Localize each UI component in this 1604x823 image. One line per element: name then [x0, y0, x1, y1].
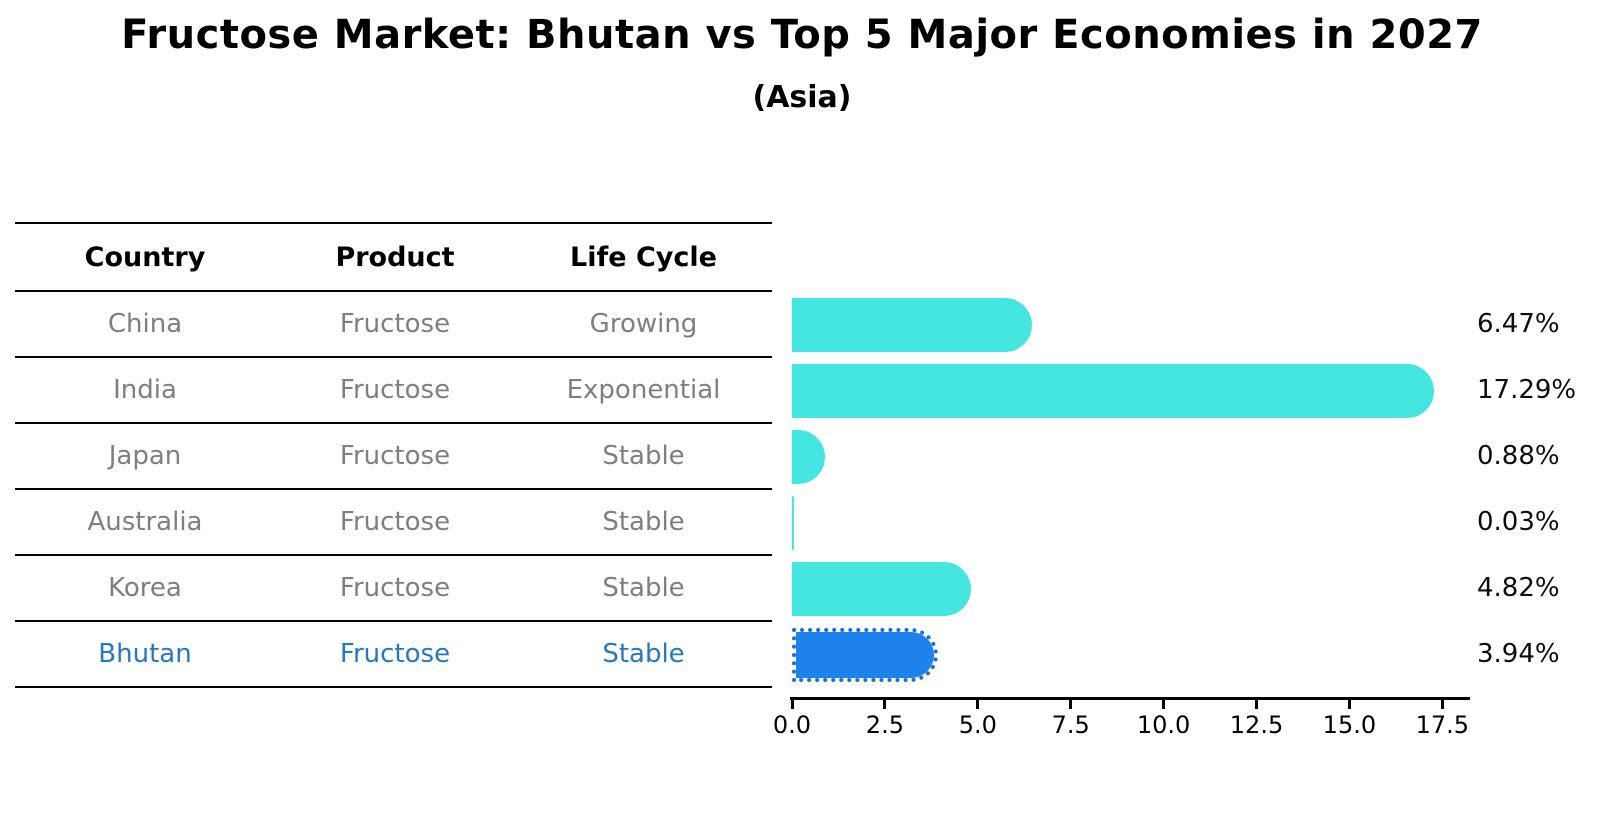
chart-subtitle: (Asia) — [752, 80, 852, 115]
x-axis-tick-label: 17.5 — [1415, 711, 1470, 739]
table-row-korea: Korea Fructose Stable — [15, 556, 772, 622]
cell-life-cycle: Stable — [602, 639, 685, 669]
cell-life-cycle: Stable — [602, 441, 685, 471]
country-table: Country Product Life Cycle China Fructose… — [15, 222, 772, 688]
x-axis-tick — [1069, 700, 1073, 709]
cell-product: Fructose — [339, 309, 451, 339]
value-label-australia: 0.03% — [1477, 507, 1560, 537]
table-body: China Fructose Growing India Fructose Exponen… — [15, 292, 772, 688]
cell-product: Fructose — [339, 375, 451, 405]
table-header-row: Country Product Life Cycle — [15, 222, 772, 292]
cell-life-cycle: Exponential — [566, 375, 721, 405]
cell-product: Fructose — [339, 441, 451, 471]
x-axis-tick — [1255, 700, 1258, 709]
x-axis-tick-label: 0.0 — [772, 711, 812, 739]
value-label-bhutan: 3.94% — [1477, 639, 1560, 669]
cell-product: Fructose — [339, 507, 451, 537]
x-axis-tick — [1347, 700, 1351, 709]
cell-country: Australia — [87, 507, 203, 537]
table-row-bhutan: Bhutan Fructose Stable — [15, 622, 772, 688]
table-row-japan: Japan Fructose Stable — [15, 424, 772, 490]
x-axis-tick — [1162, 700, 1166, 709]
bar-bhutan — [792, 628, 939, 682]
bar-china — [792, 298, 1033, 352]
x-axis-tick-label: 12.5 — [1229, 711, 1284, 739]
x-axis-tick-label: 10.0 — [1136, 711, 1191, 739]
x-axis-line — [790, 697, 1470, 700]
bar-india — [792, 364, 1435, 418]
x-axis-tick-label: 7.5 — [1051, 711, 1090, 739]
cell-life-cycle: Growing — [589, 309, 698, 339]
x-axis-tick — [790, 700, 794, 709]
cell-country: China — [107, 309, 183, 339]
bar-australia — [792, 496, 794, 550]
cell-life-cycle: Stable — [602, 573, 685, 603]
header-product: Product — [335, 241, 455, 273]
table-row-australia: Australia Fructose Stable — [15, 490, 772, 556]
x-axis-tick-label: 5.0 — [958, 711, 997, 739]
cell-life-cycle: Stable — [602, 507, 685, 537]
value-label-korea: 4.82% — [1477, 573, 1560, 603]
value-label-japan: 0.88% — [1477, 441, 1560, 471]
bar-japan — [792, 430, 825, 484]
x-axis-tick-label: 2.5 — [865, 711, 904, 739]
cell-product: Fructose — [339, 639, 451, 669]
cell-product: Fructose — [339, 573, 451, 603]
cell-country: India — [113, 375, 177, 405]
cell-country: Bhutan — [98, 639, 192, 669]
value-label-india: 17.29% — [1477, 375, 1577, 405]
value-label-china: 6.47% — [1477, 309, 1560, 339]
cell-country: Korea — [108, 573, 182, 603]
header-country: Country — [84, 241, 206, 273]
bar-korea — [792, 562, 972, 616]
table-row-china: China Fructose Growing — [15, 292, 772, 358]
x-axis-tick-label: 15.0 — [1322, 711, 1377, 739]
x-axis-tick — [976, 700, 980, 709]
x-axis-tick — [883, 700, 887, 709]
chart-title: Fructose Market: Bhutan vs Top 5 Major E… — [121, 12, 1483, 58]
cell-country: Japan — [108, 441, 182, 471]
x-axis-tick — [1440, 700, 1444, 709]
table-row-india: India Fructose Exponential — [15, 358, 772, 424]
header-life-cycle: Life Cycle — [570, 241, 717, 273]
